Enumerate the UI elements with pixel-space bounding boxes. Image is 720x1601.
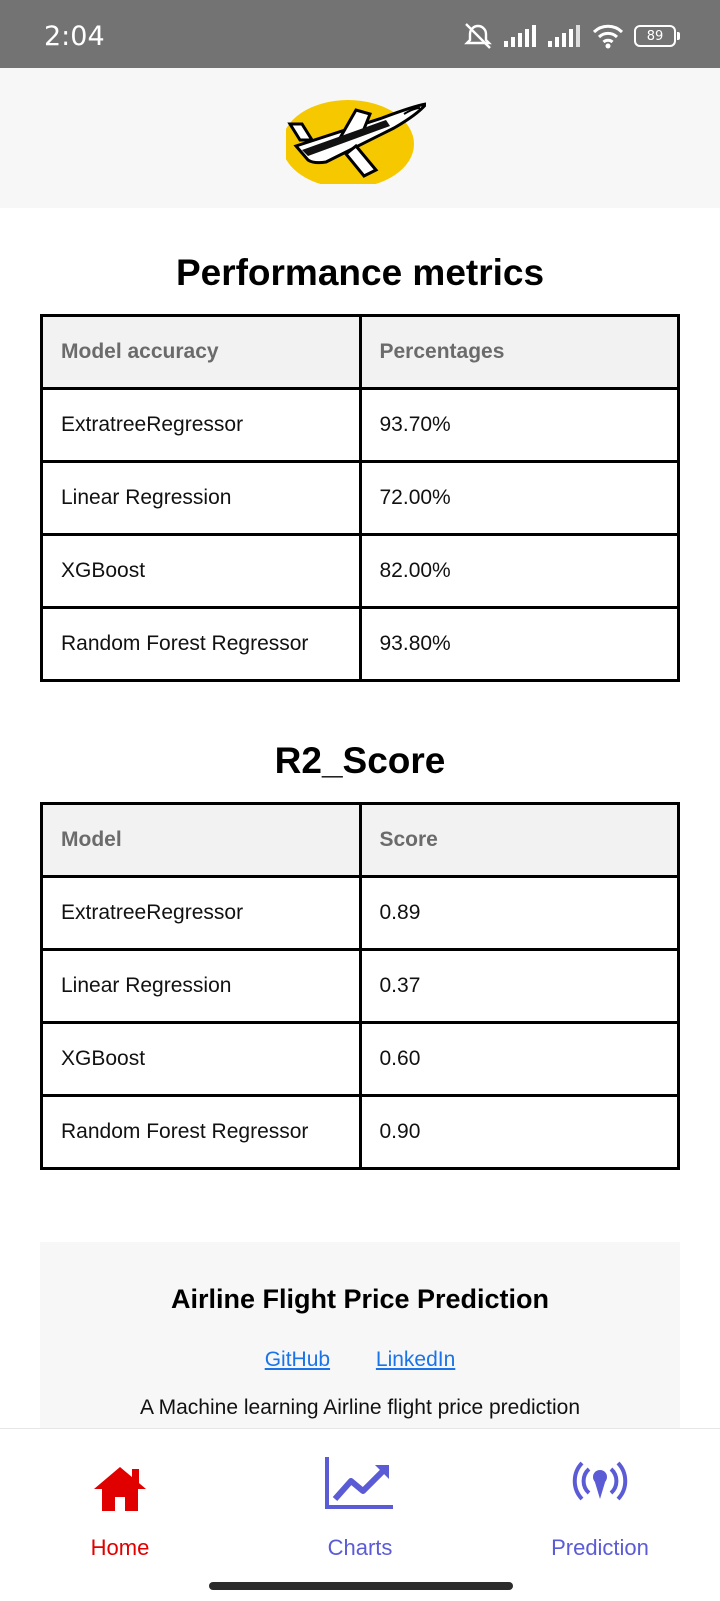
nav-label-charts: Charts xyxy=(327,1535,393,1560)
value-cell: 93.70% xyxy=(358,387,680,463)
home-icon xyxy=(94,1467,146,1511)
value-cell: 0.60 xyxy=(358,1021,680,1097)
status-icons: 89 xyxy=(462,22,680,50)
footer-card: Airline Flight Price Prediction GitHub L… xyxy=(40,1242,680,1442)
nav-label-home: Home xyxy=(90,1535,150,1560)
battery-level: 89 xyxy=(646,28,664,44)
status-time: 2:04 xyxy=(44,21,105,52)
wifi-icon xyxy=(592,24,624,49)
bottom-nav: Home Charts Prediction xyxy=(0,1428,720,1601)
model-name-cell: Linear Regression xyxy=(40,948,362,1024)
broadcast-icon xyxy=(572,1461,628,1501)
value-cell: 82.00% xyxy=(358,533,680,609)
table-row: Random Forest Regressor 93.80% xyxy=(40,606,680,682)
model-name-cell: Linear Regression xyxy=(40,460,362,536)
table-header-cell: Percentages xyxy=(358,314,680,390)
table-row: ExtratreeRegressor 0.89 xyxy=(40,875,680,951)
table-row: XGBoost 0.60 xyxy=(40,1021,680,1097)
table-header-cell: Score xyxy=(358,802,680,878)
value-cell: 93.80% xyxy=(358,606,680,682)
table-row: Linear Regression 72.00% xyxy=(40,460,680,536)
mute-alarm-icon xyxy=(464,23,492,49)
nav-item-prediction[interactable]: Prediction xyxy=(480,1429,720,1569)
table-row: XGBoost 82.00% xyxy=(40,533,680,609)
footer-description: A Machine learning Airline flight price … xyxy=(139,1396,581,1419)
value-cell: 0.90 xyxy=(358,1094,680,1170)
nav-item-charts[interactable]: Charts xyxy=(240,1429,480,1569)
performance-title: Performance metrics xyxy=(175,252,545,293)
nav-label-prediction: Prediction xyxy=(551,1535,649,1560)
table-row: Random Forest Regressor 0.90 xyxy=(40,1094,680,1170)
footer-title: Airline Flight Price Prediction xyxy=(170,1284,550,1314)
signal-icon xyxy=(548,25,580,47)
r2-table: Model Score ExtratreeRegressor 0.89 Line… xyxy=(40,802,680,1170)
home-gesture-bar[interactable] xyxy=(209,1582,513,1590)
model-name-cell: XGBoost xyxy=(40,1021,362,1097)
github-link[interactable]: GitHub xyxy=(264,1348,331,1371)
value-cell: 0.37 xyxy=(358,948,680,1024)
value-cell: 72.00% xyxy=(358,460,680,536)
chart-line-icon xyxy=(325,1457,393,1509)
app-header xyxy=(0,68,720,208)
model-name-cell: XGBoost xyxy=(40,533,362,609)
performance-table: Model accuracy Percentages ExtratreeRegr… xyxy=(40,314,680,682)
table-header-cell: Model xyxy=(40,802,362,878)
footer-links: GitHub LinkedIn xyxy=(40,1348,680,1372)
model-name-cell: ExtratreeRegressor xyxy=(40,387,362,463)
battery-icon: 89 xyxy=(634,25,680,47)
nav-item-home[interactable]: Home xyxy=(0,1429,240,1569)
status-bar: 2:04 89 xyxy=(0,0,720,68)
table-header-row: Model accuracy Percentages xyxy=(40,314,680,390)
model-name-cell: ExtratreeRegressor xyxy=(40,875,362,951)
signal-icon xyxy=(504,25,536,47)
table-row: ExtratreeRegressor 93.70% xyxy=(40,387,680,463)
model-name-cell: Random Forest Regressor xyxy=(40,1094,362,1170)
table-row: Linear Regression 0.37 xyxy=(40,948,680,1024)
airplane-logo-icon xyxy=(286,100,426,184)
table-header-row: Model Score xyxy=(40,802,680,878)
linkedin-link[interactable]: LinkedIn xyxy=(375,1348,456,1371)
r2-title: R2_Score xyxy=(274,740,446,781)
model-name-cell: Random Forest Regressor xyxy=(40,606,362,682)
table-header-cell: Model accuracy xyxy=(40,314,362,390)
value-cell: 0.89 xyxy=(358,875,680,951)
